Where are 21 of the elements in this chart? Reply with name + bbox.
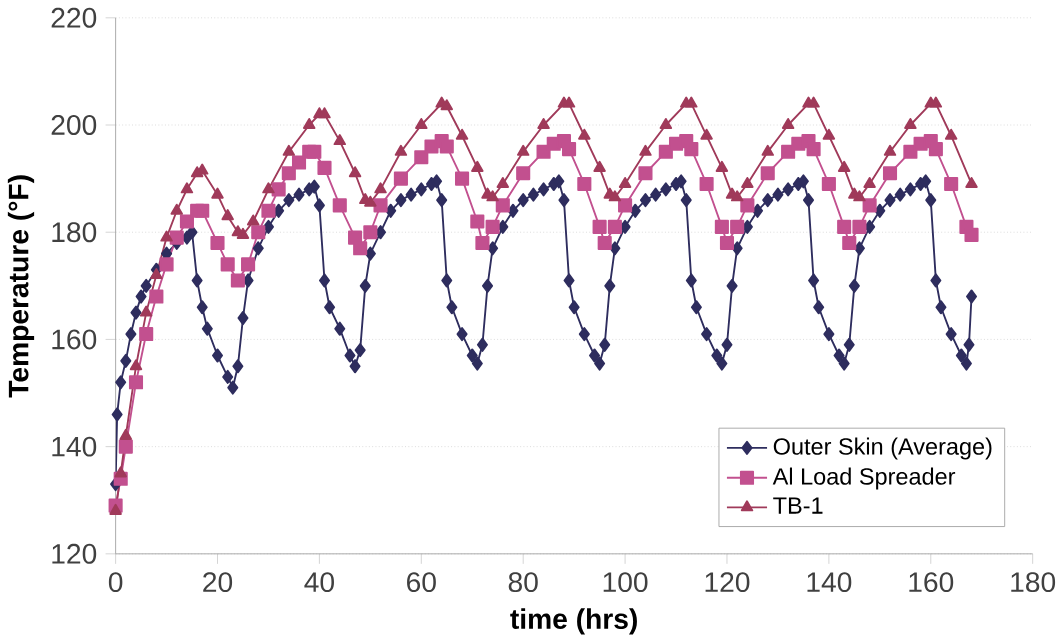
x-axis-title: time (hrs) — [510, 608, 637, 635]
y-axis-title: Temperature (°F) — [7, 175, 35, 398]
x-tick-label: 160 — [909, 572, 954, 592]
x-tick-label: 180 — [1011, 572, 1056, 592]
x-tick-label: 20 — [203, 572, 233, 592]
legend-label: TB-1 — [773, 497, 823, 514]
x-tick-label: 80 — [508, 572, 538, 592]
x-tick-label: 120 — [705, 572, 750, 592]
y-tick-label: 160 — [52, 329, 97, 350]
legend-label: Outer Skin (Average) — [773, 437, 992, 460]
x-tick-label: 60 — [407, 572, 436, 592]
x-tick-label: 140 — [807, 572, 852, 592]
y-tick-label: 120 — [52, 543, 97, 564]
y-tick-label: 140 — [52, 436, 97, 457]
x-tick-label: 40 — [304, 572, 334, 592]
y-tick-label: 180 — [52, 222, 97, 243]
x-tick-label: 0 — [108, 572, 123, 592]
legend-label: Al Load Spreader — [772, 467, 956, 490]
y-tick-label: 200 — [51, 114, 97, 135]
x-tick-label: 100 — [603, 572, 648, 592]
y-tick-label: 220 — [51, 7, 97, 28]
